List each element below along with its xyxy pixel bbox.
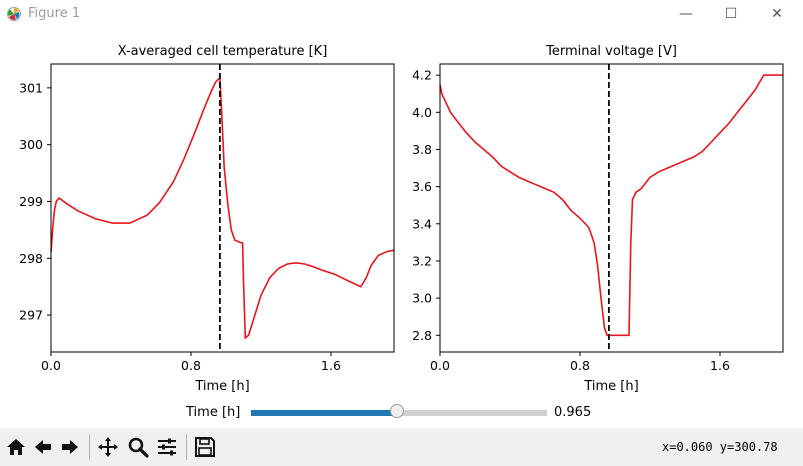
zoom-button[interactable] <box>126 435 150 459</box>
close-button[interactable]: ✕ <box>754 0 800 28</box>
y-tick-label: 297 <box>19 308 43 323</box>
axes-frame <box>50 63 395 353</box>
y-tick-label: 301 <box>19 80 43 95</box>
y-tick-label: 299 <box>19 194 43 209</box>
y-tick-label: 3.0 <box>412 291 432 306</box>
matplotlib-logo-icon <box>7 7 21 21</box>
toolbar-separator <box>186 434 187 460</box>
y-tick-label: 298 <box>19 251 43 266</box>
slider-handle[interactable] <box>389 404 404 418</box>
back-button[interactable] <box>31 435 55 459</box>
close-icon: ✕ <box>771 6 783 22</box>
axes-frame <box>439 63 784 353</box>
forward-button[interactable] <box>58 435 82 459</box>
save-icon <box>195 437 215 457</box>
minimize-icon: — <box>679 6 693 22</box>
slider-label: Time [h] <box>186 405 241 420</box>
subplot-2: Terminal voltage [V] 0.0 0.8 1.6 2.8 3.0 3.2 3.… <box>412 44 784 394</box>
y-tick-label: 4.0 <box>412 105 432 120</box>
window-titlebar: Figure 1 — ☐ ✕ <box>0 0 803 28</box>
y-tick-label: 3.2 <box>412 253 432 268</box>
slider-fill <box>251 410 397 416</box>
figure-canvas[interactable]: X-averaged cell temperature [K] 0.0 0.8 1.6… <box>0 28 803 428</box>
minimize-button[interactable]: — <box>663 0 709 28</box>
y-tick-label: 4.2 <box>412 68 432 83</box>
chart-title: X-averaged cell temperature [K] <box>118 44 328 59</box>
pan-button[interactable] <box>96 435 120 459</box>
maximize-icon: ☐ <box>724 6 738 22</box>
save-button[interactable] <box>193 435 217 459</box>
slider-value: 0.965 <box>554 405 592 420</box>
y-tick-label: 300 <box>19 137 43 152</box>
pan-icon <box>98 437 118 457</box>
y-tick-label: 3.8 <box>412 142 432 157</box>
x-axis-label: Time [h] <box>583 379 638 394</box>
window-title: Figure 1 <box>28 6 81 21</box>
maximize-button[interactable]: ☐ <box>708 0 754 28</box>
x-tick-label: 0.8 <box>570 358 590 373</box>
home-icon <box>7 439 25 455</box>
configure-subplots-icon <box>158 438 176 456</box>
configure-subplots-button[interactable] <box>155 435 179 459</box>
forward-arrow-icon <box>62 440 78 454</box>
time-slider-row: Time [h] 0.965 <box>0 398 803 428</box>
subplot-1: X-averaged cell temperature [K] 0.0 0.8 1.6… <box>19 44 395 394</box>
zoom-icon <box>128 437 149 458</box>
y-tick-label: 3.6 <box>412 179 432 194</box>
navigation-toolbar: x=0.060 y=300.78 <box>0 428 803 466</box>
x-axis-label: Time [h] <box>194 379 249 394</box>
x-tick-label: 0.0 <box>41 358 61 373</box>
x-tick-label: 1.6 <box>321 358 341 373</box>
x-tick-label: 1.6 <box>710 358 730 373</box>
cursor-coordinates: x=0.060 y=300.78 <box>662 440 778 454</box>
series-line <box>439 74 783 337</box>
y-tick-label: 3.4 <box>412 216 432 231</box>
home-button[interactable] <box>4 435 28 459</box>
x-tick-label: 0.8 <box>181 358 201 373</box>
chart-title: Terminal voltage [V] <box>545 44 677 59</box>
toolbar-separator <box>89 434 90 460</box>
x-tick-label: 0.0 <box>430 358 450 373</box>
series-line <box>50 75 395 340</box>
back-arrow-icon <box>35 440 51 454</box>
y-tick-label: 2.8 <box>412 328 432 343</box>
